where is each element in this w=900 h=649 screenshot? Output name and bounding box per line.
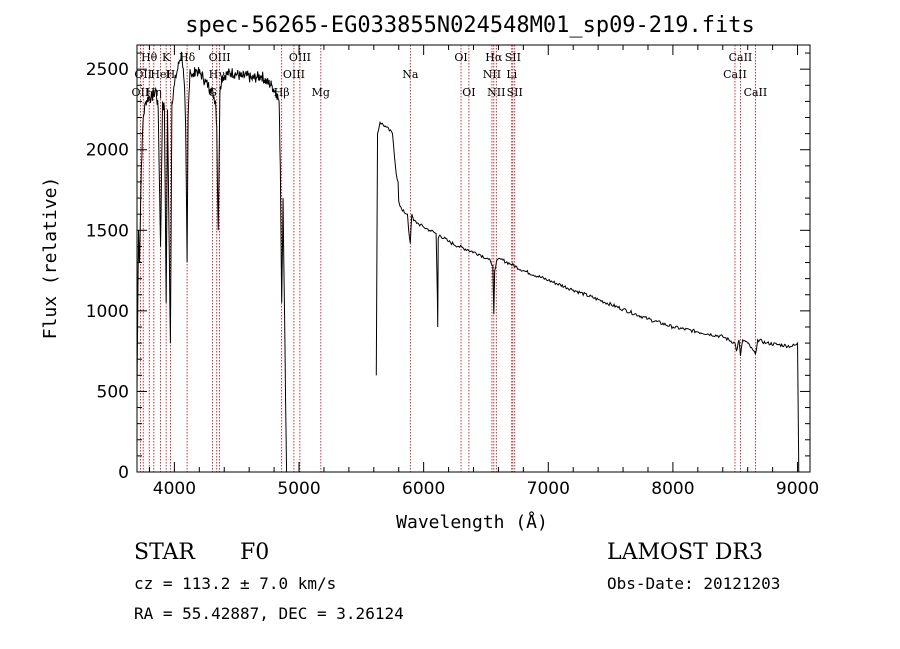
axis-ticks: 4000 5000 6000 7000 8000 9000 0 500 1000 1500 2000… [86,45,819,499]
line-label: HeI [150,68,170,81]
line-label: OIII [289,51,311,64]
line-label: G [208,86,217,99]
survey-name: LAMOST DR3 [607,540,763,565]
line-labels: OIIOIIHθHηHeIKHHδGHγOIIIHβOIIIOIIIMgNaOI… [132,51,768,99]
line-label: CaII [729,51,753,64]
line-label: Na [402,68,419,81]
line-label: Mg [312,86,330,99]
line-label: OIII [209,51,231,64]
y-tick-label: 2500 [86,60,129,80]
spectrum-blue-arm [136,51,288,473]
object-class: STAR [134,540,195,565]
x-tick-label: 5000 [277,479,320,499]
line-label: CaII [723,68,747,81]
obs-date: Obs-Date: 20121203 [607,574,781,593]
redshift-info: cz = 113.2 ± 7.0 km/s [134,574,337,593]
line-label: OI [454,51,467,64]
y-tick-label: 500 [97,382,129,402]
line-label: SII [505,51,521,64]
line-label: Hθ [141,51,158,64]
y-axis-label: Flux (relative) [40,177,61,340]
object-subclass: F0 [240,540,270,565]
x-axis-label: Wavelength (Å) [396,511,548,533]
y-tick-label: 0 [118,463,129,483]
line-label: OIII [283,68,305,81]
line-label: OI [462,86,475,99]
line-label: NII [487,86,505,99]
y-tick-label: 1000 [86,302,129,322]
line-markers [139,45,756,472]
line-label: NII [483,68,501,81]
x-tick-label: 4000 [153,479,196,499]
x-tick-label: 8000 [651,479,694,499]
line-label: Hδ [179,51,196,64]
y-tick-label: 2000 [86,141,129,161]
line-label: Hα [485,51,503,64]
coordinates: RA = 55.42887, DEC = 3.26124 [134,604,404,623]
x-tick-label: 7000 [527,479,570,499]
chart-title: spec-56265-EG033855N024548M01_sp09-219.f… [185,13,755,38]
line-label: OII [132,86,150,99]
line-label: OII [134,68,152,81]
line-label: SII [507,86,523,99]
spectrum-series [136,51,800,473]
line-label: CaII [744,86,768,99]
plot-frame [136,44,811,473]
line-label: H [166,68,176,81]
line-label: K [162,51,171,64]
y-tick-label: 1500 [86,221,129,241]
line-label: Li [506,68,517,81]
spectrum-red-arm [375,120,800,473]
x-tick-label: 6000 [402,479,445,499]
line-label: Hγ [209,68,226,81]
x-tick-label: 9000 [776,479,819,499]
